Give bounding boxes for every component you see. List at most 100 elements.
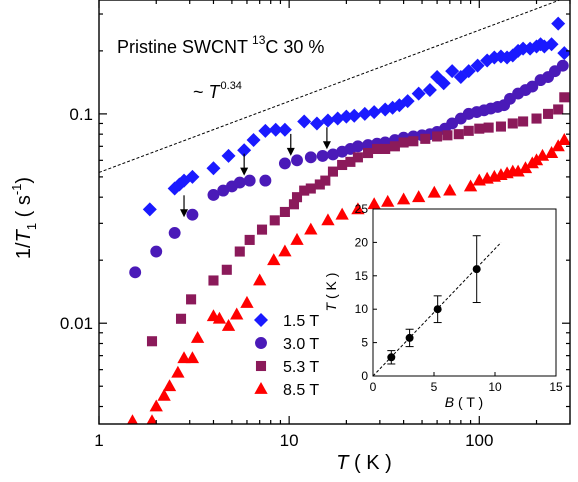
- data-point-5-3-t: [463, 125, 474, 136]
- data-point-1-5-t: [237, 143, 252, 158]
- data-point-8-5-t: [529, 153, 544, 166]
- data-point-3-0-t: [556, 59, 569, 72]
- inset-data-point: [405, 328, 414, 348]
- inset-marker: [405, 333, 414, 342]
- data-point-1-5-t: [461, 64, 476, 79]
- data-point-3-0-t: [291, 154, 303, 167]
- data-point-1-5-t: [470, 58, 485, 73]
- inset-x-tick-label: 15: [549, 380, 563, 394]
- inset-y-tick-label: 5: [361, 336, 368, 350]
- data-point-1-5-t: [206, 161, 221, 176]
- power-law-line: [99, 0, 562, 173]
- data-point-1-5-t: [551, 16, 566, 31]
- inset-background: [373, 209, 556, 376]
- data-point-8-5-t: [427, 185, 441, 198]
- data-point-1-5-t: [400, 94, 415, 109]
- inset-marker: [387, 353, 396, 362]
- data-point-5-3-t: [453, 129, 464, 140]
- data-point-5-3-t: [221, 264, 232, 275]
- legend-marker: [254, 313, 268, 327]
- data-point-1-5-t: [297, 114, 312, 129]
- data-point-5-3-t: [208, 275, 219, 286]
- data-point-8-5-t: [290, 232, 304, 245]
- data-point-8-5-t: [185, 351, 200, 364]
- data-point-5-3-t: [244, 234, 255, 245]
- x-axis-label: T ( K ): [336, 452, 392, 474]
- arrow-marker-head: [286, 147, 295, 156]
- data-point-3-0-t: [259, 174, 272, 187]
- data-point-3-0-t: [207, 188, 220, 201]
- legend-marker: [254, 382, 268, 394]
- legend-item-8-5-t: 8.5 T: [254, 382, 319, 399]
- data-point-5-3-t: [380, 143, 391, 154]
- inset-y-tick-label: 10: [355, 302, 369, 316]
- data-point-5-3-t: [559, 92, 570, 103]
- data-point-5-3-t: [146, 336, 158, 347]
- data-point-1-5-t: [142, 202, 157, 217]
- data-point-5-3-t: [483, 122, 494, 133]
- inset-plot: 0 5 10 15 0 5 10 15 20 25 B ( T ) T ( K ): [323, 202, 563, 410]
- power-law-label: ~ T0.34: [193, 80, 242, 102]
- data-point-5-3-t: [420, 133, 431, 144]
- data-point-8-5-t: [304, 222, 318, 235]
- data-point-5-3-t: [337, 159, 348, 171]
- data-point-1-5-t: [221, 148, 236, 163]
- data-point-3-0-t: [526, 80, 539, 93]
- data-point-3-0-t: [278, 157, 291, 170]
- legend: 1.5 T 3.0 T 5.3 T 8.5 T: [254, 313, 319, 399]
- data-point-8-5-t: [190, 330, 205, 343]
- data-point-8-5-t: [518, 161, 533, 174]
- data-point-1-5-t: [309, 116, 324, 131]
- data-point-1-5-t: [347, 108, 362, 123]
- inset-axes: 0 5 10 15 0 5 10 15 20 25: [355, 202, 563, 394]
- data-point-8-5-t: [171, 365, 185, 378]
- data-point-5-3-t: [279, 206, 290, 218]
- data-point-3-0-t: [129, 266, 142, 279]
- data-point-8-5-t: [511, 164, 525, 177]
- main-plot-frame: [98, 0, 571, 425]
- data-point-1-5-t: [557, 46, 570, 61]
- data-point-1-5-t: [544, 37, 559, 52]
- inset-x-tick-label: 0: [370, 380, 377, 394]
- data-point-5-3-t: [269, 215, 280, 226]
- data-point-1-5-t: [445, 64, 460, 79]
- data-point-5-3-t: [305, 183, 316, 194]
- inset-y-axis-label: T ( K ): [323, 273, 339, 312]
- chart-title: Pristine SWCNT 13C 30 %: [117, 33, 324, 57]
- data-point-8-5-t: [253, 273, 267, 286]
- inset-data-point: [433, 295, 442, 324]
- data-point-8-5-t: [230, 307, 244, 320]
- x-tick-label: 100: [465, 431, 493, 450]
- legend-item-5-3-t: 5.3 T: [255, 359, 319, 376]
- data-point-5-3-t: [553, 104, 564, 115]
- data-point-8-5-t: [162, 379, 177, 392]
- data-point-5-3-t: [175, 313, 187, 324]
- data-point-1-5-t: [246, 133, 261, 148]
- data-point-8-5-t: [351, 202, 365, 215]
- data-point-8-5-t: [551, 139, 565, 152]
- data-point-5-3-t: [288, 199, 299, 210]
- data-point-5-3-t: [495, 121, 506, 132]
- y-tick-label: 0.01: [60, 314, 93, 333]
- inset-x-axis-label: B ( T ): [445, 394, 483, 410]
- main-annotation-layer: [99, 0, 562, 218]
- data-point-8-5-t: [149, 399, 163, 412]
- data-point-3-0-t: [327, 148, 339, 161]
- legend-label: 5.3 T: [283, 359, 319, 376]
- data-point-5-3-t: [518, 116, 529, 127]
- data-point-5-3-t: [543, 108, 554, 119]
- y-axis-label: 1/T1 ( s-1): [9, 177, 39, 259]
- legend-item-3-0-t: 3.0 T: [255, 336, 319, 353]
- main-series-layer: [127, 16, 570, 424]
- data-point-5-3-t: [363, 148, 374, 159]
- inset-x-tick-label: 5: [431, 380, 438, 394]
- data-point-8-5-t: [240, 295, 254, 308]
- data-point-8-5-t: [412, 190, 426, 203]
- data-point-5-3-t: [408, 136, 419, 147]
- data-point-8-5-t: [212, 311, 227, 324]
- data-point-1-5-t: [411, 86, 426, 101]
- series-5-3-t: [146, 92, 570, 347]
